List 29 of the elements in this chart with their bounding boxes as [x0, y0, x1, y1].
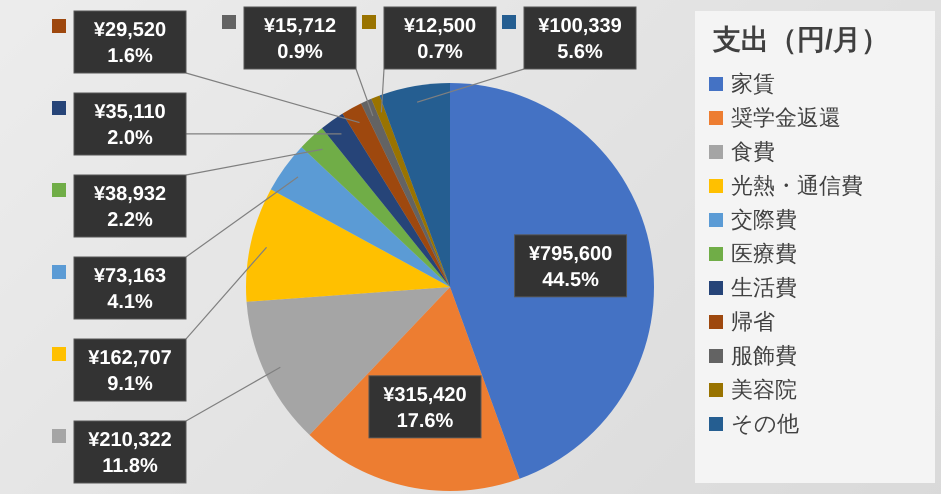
data-label: ¥38,932 2.2% [94, 183, 166, 231]
pie-slice [380, 83, 450, 287]
legend-title: 支出（円/月） [712, 23, 890, 57]
pie-slice [270, 147, 450, 287]
legend-label: 服飾費 [731, 342, 797, 370]
data-label: ¥795,600 44.5% [528, 242, 612, 291]
data-label: ¥73,163 4.1% [94, 265, 166, 313]
pie-slice [322, 114, 450, 287]
data-label: ¥162,707 9.1% [88, 347, 172, 395]
data-label: ¥315,420 17.6% [383, 384, 467, 432]
legend-label: 美容院 [731, 376, 797, 404]
data-label: ¥12,500 0.7% [404, 15, 476, 63]
data-label: ¥35,110 2.0% [94, 101, 166, 149]
data-label: ¥29,520 1.6% [94, 19, 166, 67]
legend-label: 帰省 [731, 308, 775, 336]
pie-slice [342, 103, 450, 287]
legend-label: 交際費 [731, 206, 797, 234]
legend-label: 光熱・通信費 [731, 172, 863, 200]
pie-slice [246, 189, 450, 302]
legend-label: 奨学金返還 [731, 104, 841, 132]
pie-slice [302, 128, 450, 287]
legend-label: 生活費 [731, 274, 797, 302]
legend-label: 家賃 [731, 70, 775, 98]
legend-label: 医療費 [731, 240, 797, 268]
data-label: ¥210,322 11.8% [88, 429, 172, 477]
legend-label: 食費 [731, 138, 775, 166]
data-label: ¥100,339 5.6% [538, 15, 622, 63]
legend-label: その他 [731, 410, 799, 438]
data-label: ¥15,712 0.9% [264, 15, 336, 63]
